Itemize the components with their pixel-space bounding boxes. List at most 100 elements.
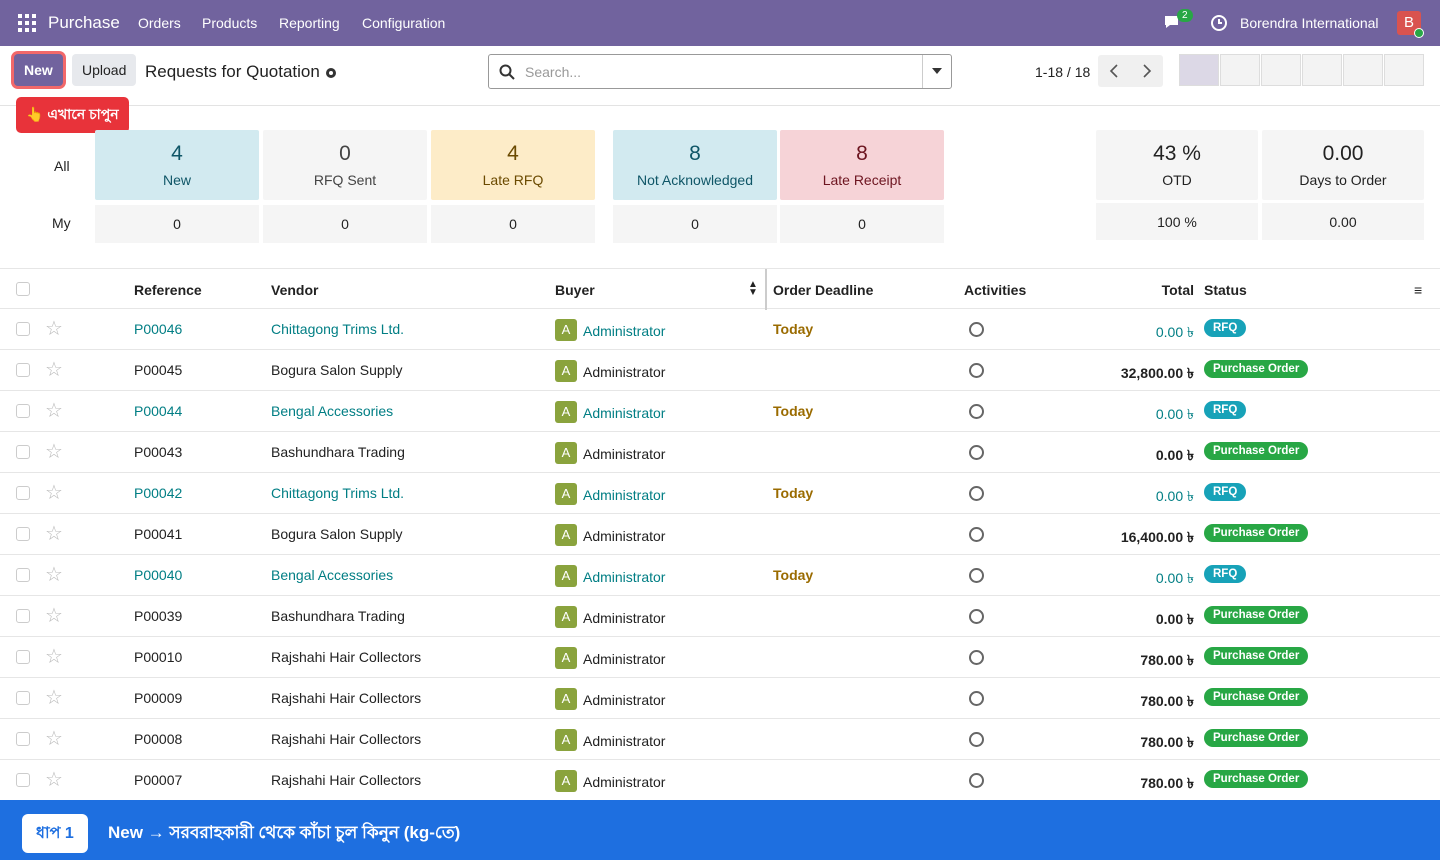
reference[interactable]: P00044 bbox=[134, 403, 183, 419]
vendor[interactable]: Bogura Salon Supply bbox=[271, 526, 403, 542]
upload-button[interactable]: Upload bbox=[72, 54, 137, 86]
calendar-view[interactable] bbox=[1343, 54, 1383, 86]
vendor[interactable]: Rajshahi Hair Collectors bbox=[271, 772, 422, 788]
stat-tile[interactable]: 4 Late RFQ bbox=[431, 130, 595, 200]
menu-item[interactable]: Reporting bbox=[279, 15, 340, 31]
select-all[interactable] bbox=[16, 282, 30, 296]
activity-icon[interactable] bbox=[969, 650, 984, 665]
graph-view[interactable] bbox=[1302, 54, 1342, 86]
star[interactable]: ☆ bbox=[45, 359, 63, 381]
vendor[interactable]: Bashundhara Trading bbox=[271, 444, 405, 460]
menu-item[interactable]: Orders bbox=[138, 15, 181, 31]
reference[interactable]: P00010 bbox=[134, 649, 183, 665]
my-value[interactable]: 0 bbox=[431, 205, 595, 243]
row-checkbox[interactable] bbox=[16, 445, 30, 459]
activity-icon[interactable] bbox=[969, 691, 984, 706]
optional-columns[interactable]: ≡ bbox=[1414, 282, 1423, 298]
activity-icon[interactable] bbox=[969, 404, 984, 419]
vendor[interactable]: Bogura Salon Supply bbox=[271, 362, 403, 378]
star[interactable]: ☆ bbox=[45, 769, 63, 791]
table-row[interactable]: ☆ P00010 Rajshahi Hair Collectors A Administ… bbox=[0, 637, 1440, 678]
company[interactable]: Borendra International bbox=[1240, 15, 1379, 31]
activity-icon[interactable] bbox=[969, 322, 984, 337]
activity-icon[interactable] bbox=[969, 527, 984, 542]
vendor[interactable]: Bashundhara Trading bbox=[271, 608, 405, 624]
my-value[interactable]: 0 bbox=[263, 205, 427, 243]
row-checkbox[interactable] bbox=[16, 527, 30, 541]
star[interactable]: ☆ bbox=[45, 564, 63, 586]
star[interactable]: ☆ bbox=[45, 605, 63, 627]
activity-view[interactable] bbox=[1384, 54, 1424, 86]
table-row[interactable]: ☆ P00046 Chittagong Trims Ltd. A Administrat… bbox=[0, 309, 1440, 350]
reference[interactable]: P00042 bbox=[134, 485, 183, 501]
star[interactable]: ☆ bbox=[45, 441, 63, 463]
activity-icon[interactable] bbox=[969, 363, 984, 378]
my-value[interactable]: 0 bbox=[780, 205, 944, 243]
star[interactable]: ☆ bbox=[45, 646, 63, 668]
reference[interactable]: P00041 bbox=[134, 526, 183, 542]
activity-icon[interactable] bbox=[969, 568, 984, 583]
vendor[interactable]: Rajshahi Hair Collectors bbox=[271, 690, 422, 706]
stat-tile[interactable]: 8 Late Receipt bbox=[780, 130, 944, 200]
star[interactable]: ☆ bbox=[45, 482, 63, 504]
activity-icon[interactable] bbox=[969, 773, 984, 788]
activity-icon[interactable] bbox=[969, 445, 984, 460]
table-row[interactable]: ☆ P00042 Chittagong Trims Ltd. A Administrat… bbox=[0, 473, 1440, 514]
row-checkbox[interactable] bbox=[16, 322, 30, 336]
table-row[interactable]: ☆ P00009 Rajshahi Hair Collectors A Administ… bbox=[0, 678, 1440, 719]
star[interactable]: ☆ bbox=[45, 523, 63, 545]
star[interactable]: ☆ bbox=[45, 687, 63, 709]
vendor[interactable]: Bengal Accessories bbox=[271, 567, 394, 583]
row-checkbox[interactable] bbox=[16, 363, 30, 377]
reference[interactable]: P00045 bbox=[134, 362, 183, 378]
reference[interactable]: P00043 bbox=[134, 444, 183, 460]
kanban-view[interactable] bbox=[1220, 54, 1260, 86]
activity-icon[interactable] bbox=[969, 609, 984, 624]
my-value[interactable]: 0 bbox=[95, 205, 259, 243]
row-checkbox[interactable] bbox=[16, 486, 30, 500]
table-row[interactable]: ☆ P00041 Bogura Salon Supply A Administrator… bbox=[0, 514, 1440, 555]
row-checkbox[interactable] bbox=[16, 404, 30, 418]
table-row[interactable]: ☆ P00043 Bashundhara Trading A Administrator… bbox=[0, 432, 1440, 473]
activity-icon[interactable] bbox=[969, 486, 984, 501]
table-row[interactable]: ☆ P00040 Bengal Accessories A Administrator T… bbox=[0, 555, 1440, 596]
settings-gear[interactable] bbox=[324, 66, 338, 80]
reference[interactable]: P00007 bbox=[134, 772, 183, 788]
table-row[interactable]: ☆ P00008 Rajshahi Hair Collectors A Administ… bbox=[0, 719, 1440, 760]
table-row[interactable]: ☆ P00045 Bogura Salon Supply A Administrator… bbox=[0, 350, 1440, 391]
reference[interactable]: P00039 bbox=[134, 608, 183, 624]
sort-icon[interactable]: ▲ ▼ bbox=[748, 279, 758, 298]
search-box[interactable]: Search... bbox=[488, 54, 952, 89]
row-checkbox[interactable] bbox=[16, 691, 30, 705]
vendor[interactable]: Bengal Accessories bbox=[271, 403, 394, 419]
column-header[interactable]: Buyer bbox=[555, 282, 595, 298]
column-header[interactable]: Reference bbox=[134, 282, 202, 298]
star[interactable]: ☆ bbox=[45, 400, 63, 422]
menu-item[interactable]: Products bbox=[202, 15, 258, 31]
row-checkbox[interactable] bbox=[16, 650, 30, 664]
reference[interactable]: P00009 bbox=[134, 690, 183, 706]
pivot-view[interactable] bbox=[1261, 54, 1301, 86]
stat-tile[interactable]: 0 RFQ Sent bbox=[263, 130, 427, 200]
column-header[interactable]: Status bbox=[1204, 282, 1247, 298]
column-header[interactable]: Vendor bbox=[271, 282, 319, 298]
reference[interactable]: P00046 bbox=[134, 321, 183, 337]
list-view[interactable] bbox=[1179, 54, 1219, 86]
row-checkbox[interactable] bbox=[16, 773, 30, 787]
pager-buttons[interactable] bbox=[1098, 55, 1163, 87]
toggle-arrow[interactable] bbox=[932, 68, 942, 74]
row-checkbox[interactable] bbox=[16, 609, 30, 623]
vendor[interactable]: Rajshahi Hair Collectors bbox=[271, 649, 422, 665]
menu-item[interactable]: Configuration bbox=[362, 15, 446, 31]
apps-icon[interactable] bbox=[18, 14, 36, 32]
vendor[interactable]: Chittagong Trims Ltd. bbox=[271, 485, 405, 501]
new-button[interactable]: New bbox=[14, 54, 63, 86]
column-header[interactable]: Activities bbox=[964, 282, 1027, 298]
stat-tile[interactable]: 8 Not Acknowledged bbox=[613, 130, 777, 200]
row-checkbox[interactable] bbox=[16, 568, 30, 582]
my-value[interactable]: 0 bbox=[613, 205, 777, 243]
chat-icon[interactable] bbox=[1163, 14, 1183, 32]
row-checkbox[interactable] bbox=[16, 732, 30, 746]
vendor[interactable]: Chittagong Trims Ltd. bbox=[271, 321, 405, 337]
table-row[interactable]: ☆ P00007 Rajshahi Hair Collectors A Administ… bbox=[0, 760, 1440, 801]
